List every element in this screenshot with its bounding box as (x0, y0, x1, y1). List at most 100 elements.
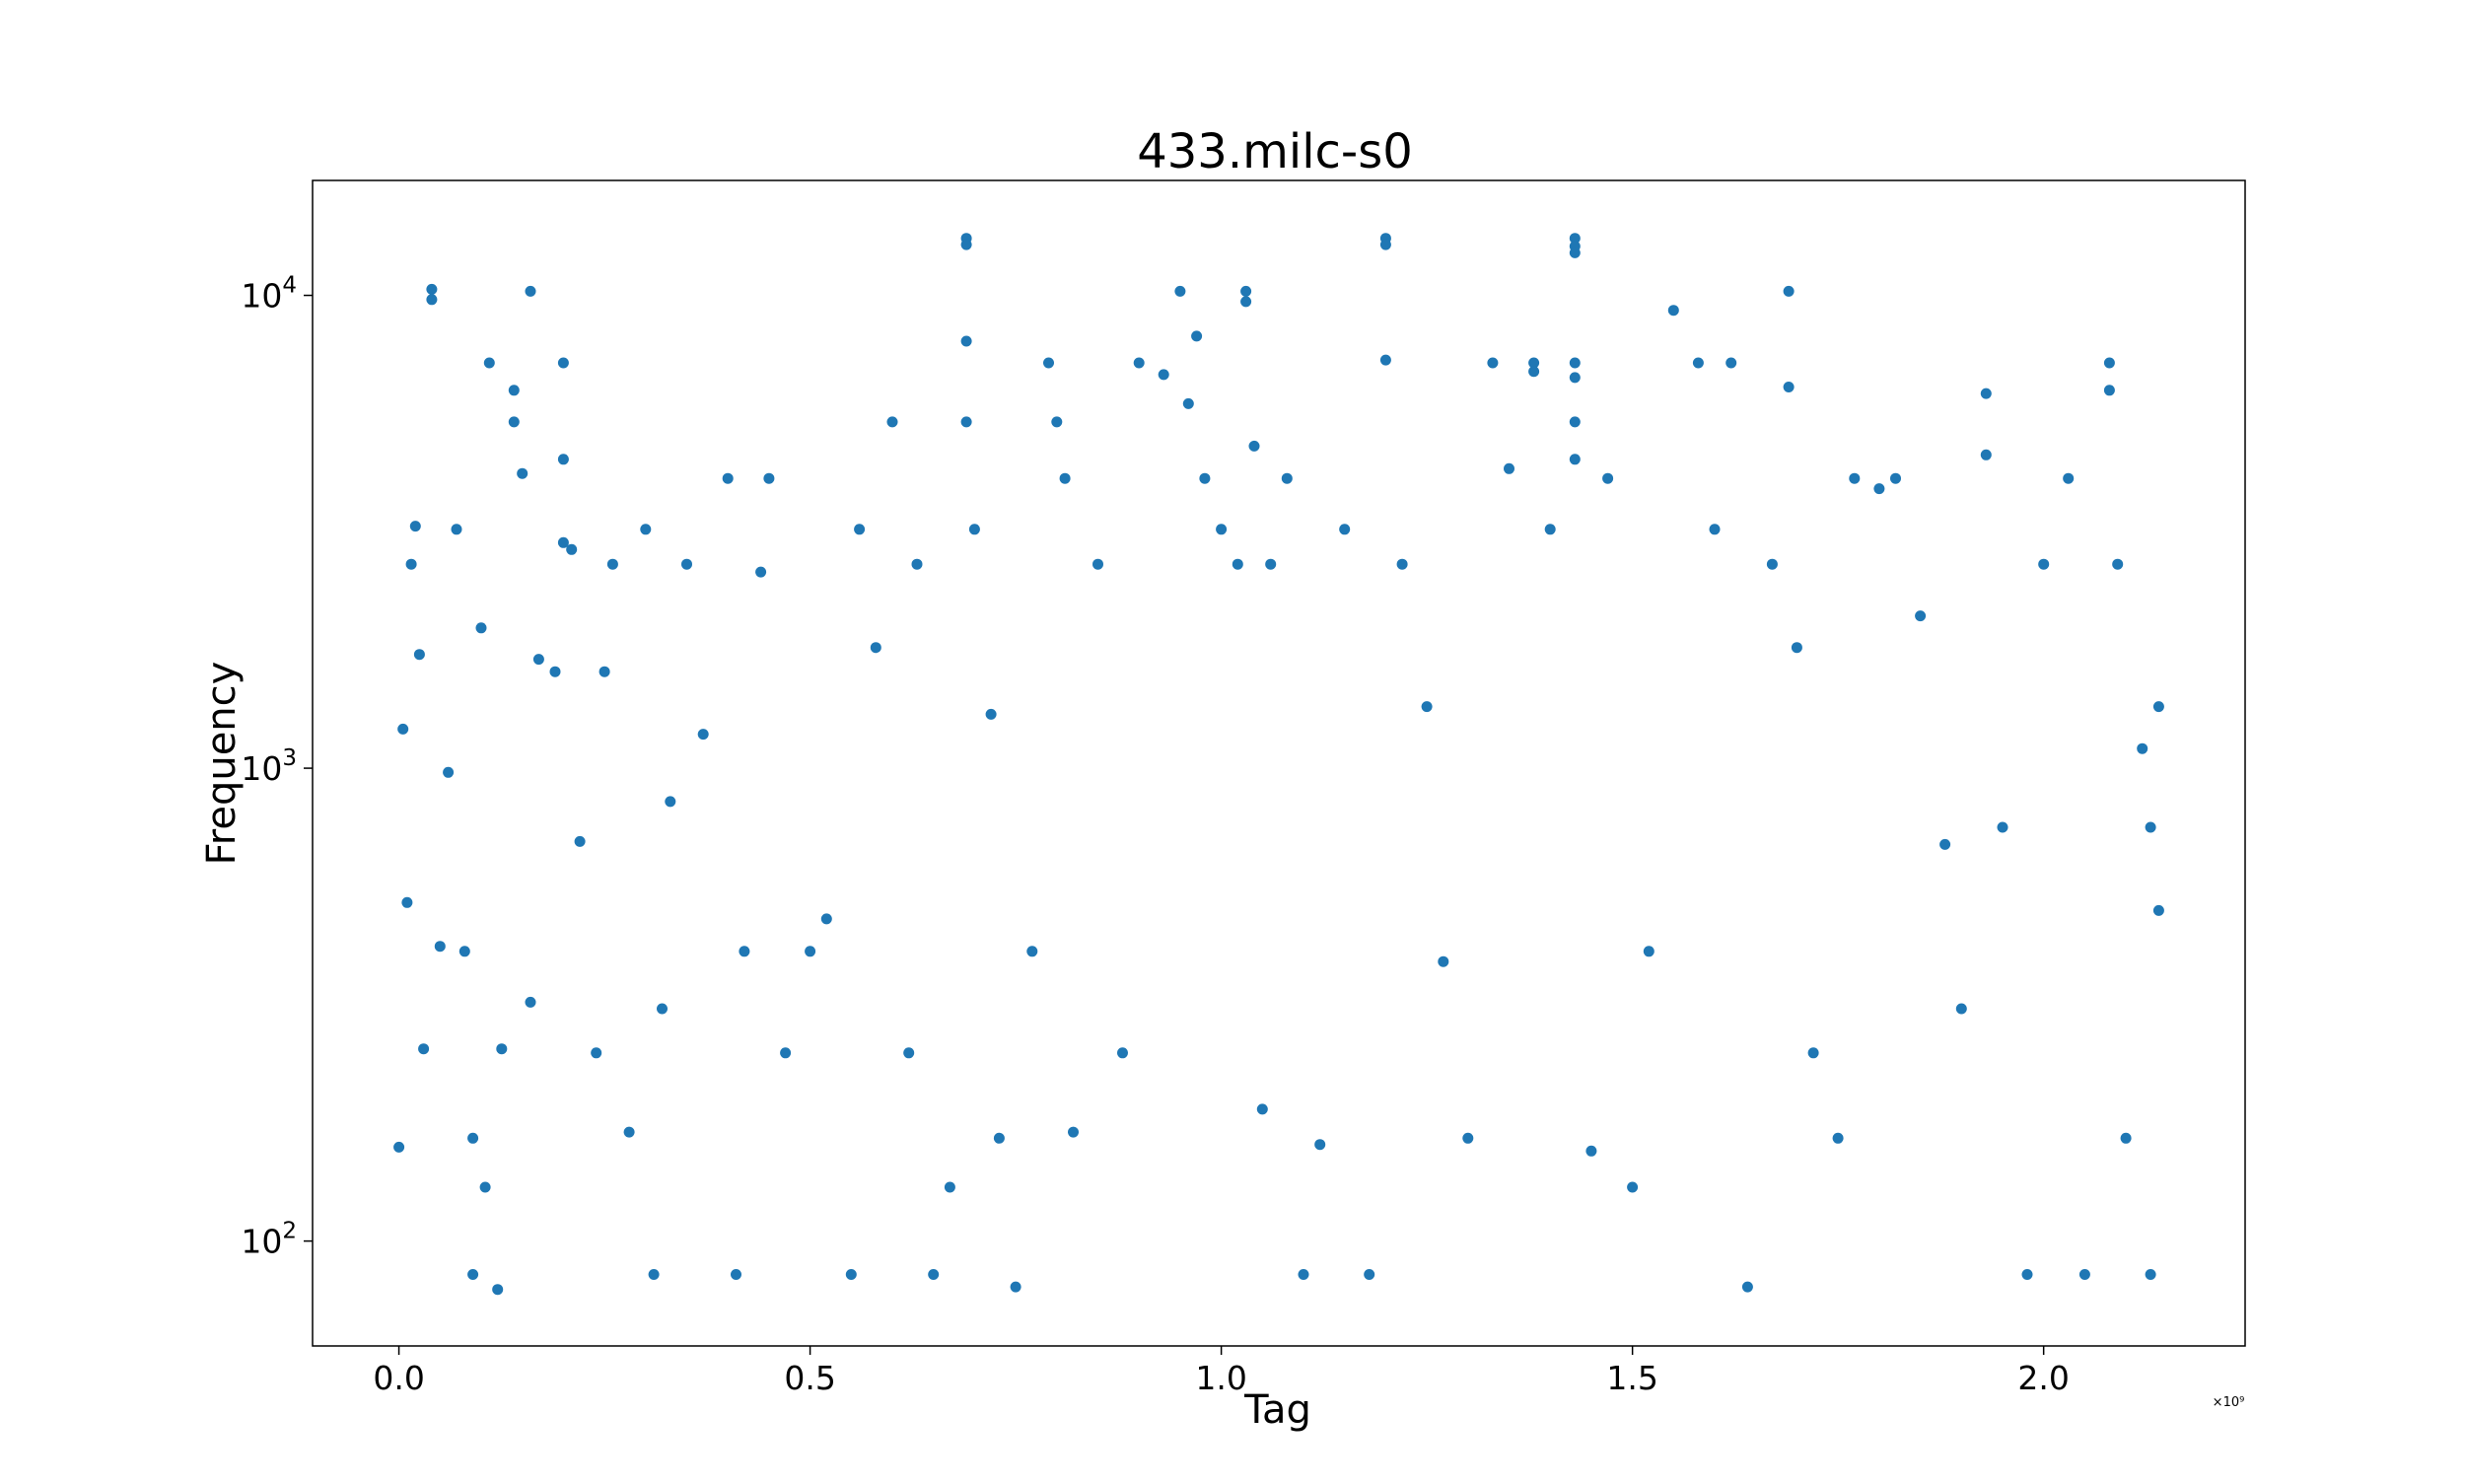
data-point (1585, 1145, 1597, 1157)
data-point (1980, 388, 1992, 399)
data-point (870, 642, 881, 654)
data-point (731, 1269, 741, 1280)
x-offset-label: ×10⁹ (2213, 1395, 2245, 1410)
data-point (1158, 369, 1169, 381)
data-point (820, 913, 832, 925)
data-point (2112, 558, 2124, 570)
data-point (1191, 330, 1203, 342)
data-point (1182, 397, 1194, 409)
data-point (944, 1181, 955, 1193)
x-tick-label: 1.0 (1195, 1359, 1246, 1397)
data-point (960, 416, 972, 428)
data-point (574, 835, 586, 847)
x-tick-label: 0.0 (373, 1359, 424, 1397)
data-points (393, 233, 2164, 1296)
data-point (1438, 955, 1449, 967)
data-point (1766, 558, 1778, 570)
data-point (566, 543, 578, 555)
data-point (393, 1141, 405, 1153)
data-point (1133, 357, 1145, 369)
x-tick-label: 1.5 (1606, 1359, 1657, 1397)
data-point (722, 472, 734, 484)
data-point (405, 558, 417, 570)
data-point (591, 1047, 602, 1059)
data-point (1692, 357, 1704, 369)
data-point (2038, 558, 2050, 570)
data-point (557, 536, 569, 548)
data-point (2152, 904, 2164, 916)
data-point (508, 385, 520, 396)
data-point (467, 1132, 479, 1144)
data-point (2103, 357, 2115, 369)
data-point (1667, 305, 1679, 317)
data-point (2145, 1269, 2156, 1280)
data-point (1117, 1047, 1128, 1059)
data-point (763, 472, 775, 484)
data-point (1298, 1269, 1309, 1280)
data-point (1783, 382, 1795, 392)
data-point (1379, 354, 1391, 366)
data-point (1569, 247, 1581, 258)
data-point (483, 357, 495, 369)
data-point (1849, 472, 1861, 484)
data-point (1199, 472, 1211, 484)
data-point (479, 1181, 491, 1193)
data-point (2152, 701, 2164, 713)
data-point (2120, 1132, 2132, 1144)
data-point (1890, 472, 1901, 484)
y-tick-label: 102 (241, 1219, 297, 1261)
x-tick-label: 2.0 (2017, 1359, 2069, 1397)
data-point (467, 1269, 479, 1280)
data-point (903, 1047, 915, 1059)
data-point (1248, 440, 1260, 452)
data-point (960, 239, 972, 250)
data-point (1314, 1139, 1326, 1151)
y-tick-label: 104 (241, 273, 297, 316)
data-point (1741, 1281, 1753, 1293)
data-point (549, 666, 561, 677)
data-point (557, 454, 569, 465)
data-point (1791, 642, 1802, 654)
data-point (1256, 1103, 1268, 1115)
data-point (434, 941, 446, 953)
data-point (1569, 357, 1581, 369)
data-point (475, 622, 487, 634)
chart-title: 433.milc-s0 (1137, 124, 1413, 179)
data-point (1059, 472, 1071, 484)
data-point (755, 566, 767, 578)
data-point (451, 524, 462, 535)
data-point (739, 946, 750, 957)
data-point (886, 416, 898, 428)
data-point (532, 654, 544, 666)
data-point (2078, 1269, 2090, 1280)
data-point (1240, 285, 1252, 297)
data-point (854, 524, 866, 535)
data-point (1051, 416, 1063, 428)
data-point (1216, 524, 1228, 535)
data-point (1068, 1126, 1079, 1138)
data-point (2137, 742, 2148, 754)
data-point (525, 285, 536, 297)
data-point (968, 524, 980, 535)
data-point (409, 521, 421, 532)
data-point (681, 558, 692, 570)
data-point (1602, 472, 1614, 484)
data-point (1528, 366, 1540, 378)
data-point (1240, 296, 1252, 308)
data-point (1265, 558, 1277, 570)
data-point (1339, 524, 1351, 535)
data-point (426, 283, 438, 295)
data-point (928, 1269, 940, 1280)
data-point (1092, 558, 1103, 570)
data-point (697, 729, 709, 741)
data-point (1462, 1132, 1474, 1144)
data-point (1379, 239, 1391, 250)
data-point (397, 723, 409, 735)
data-point (960, 335, 972, 347)
data-point (640, 524, 652, 535)
data-point (1487, 357, 1499, 369)
data-point (1807, 1047, 1819, 1059)
data-point (1627, 1181, 1639, 1193)
